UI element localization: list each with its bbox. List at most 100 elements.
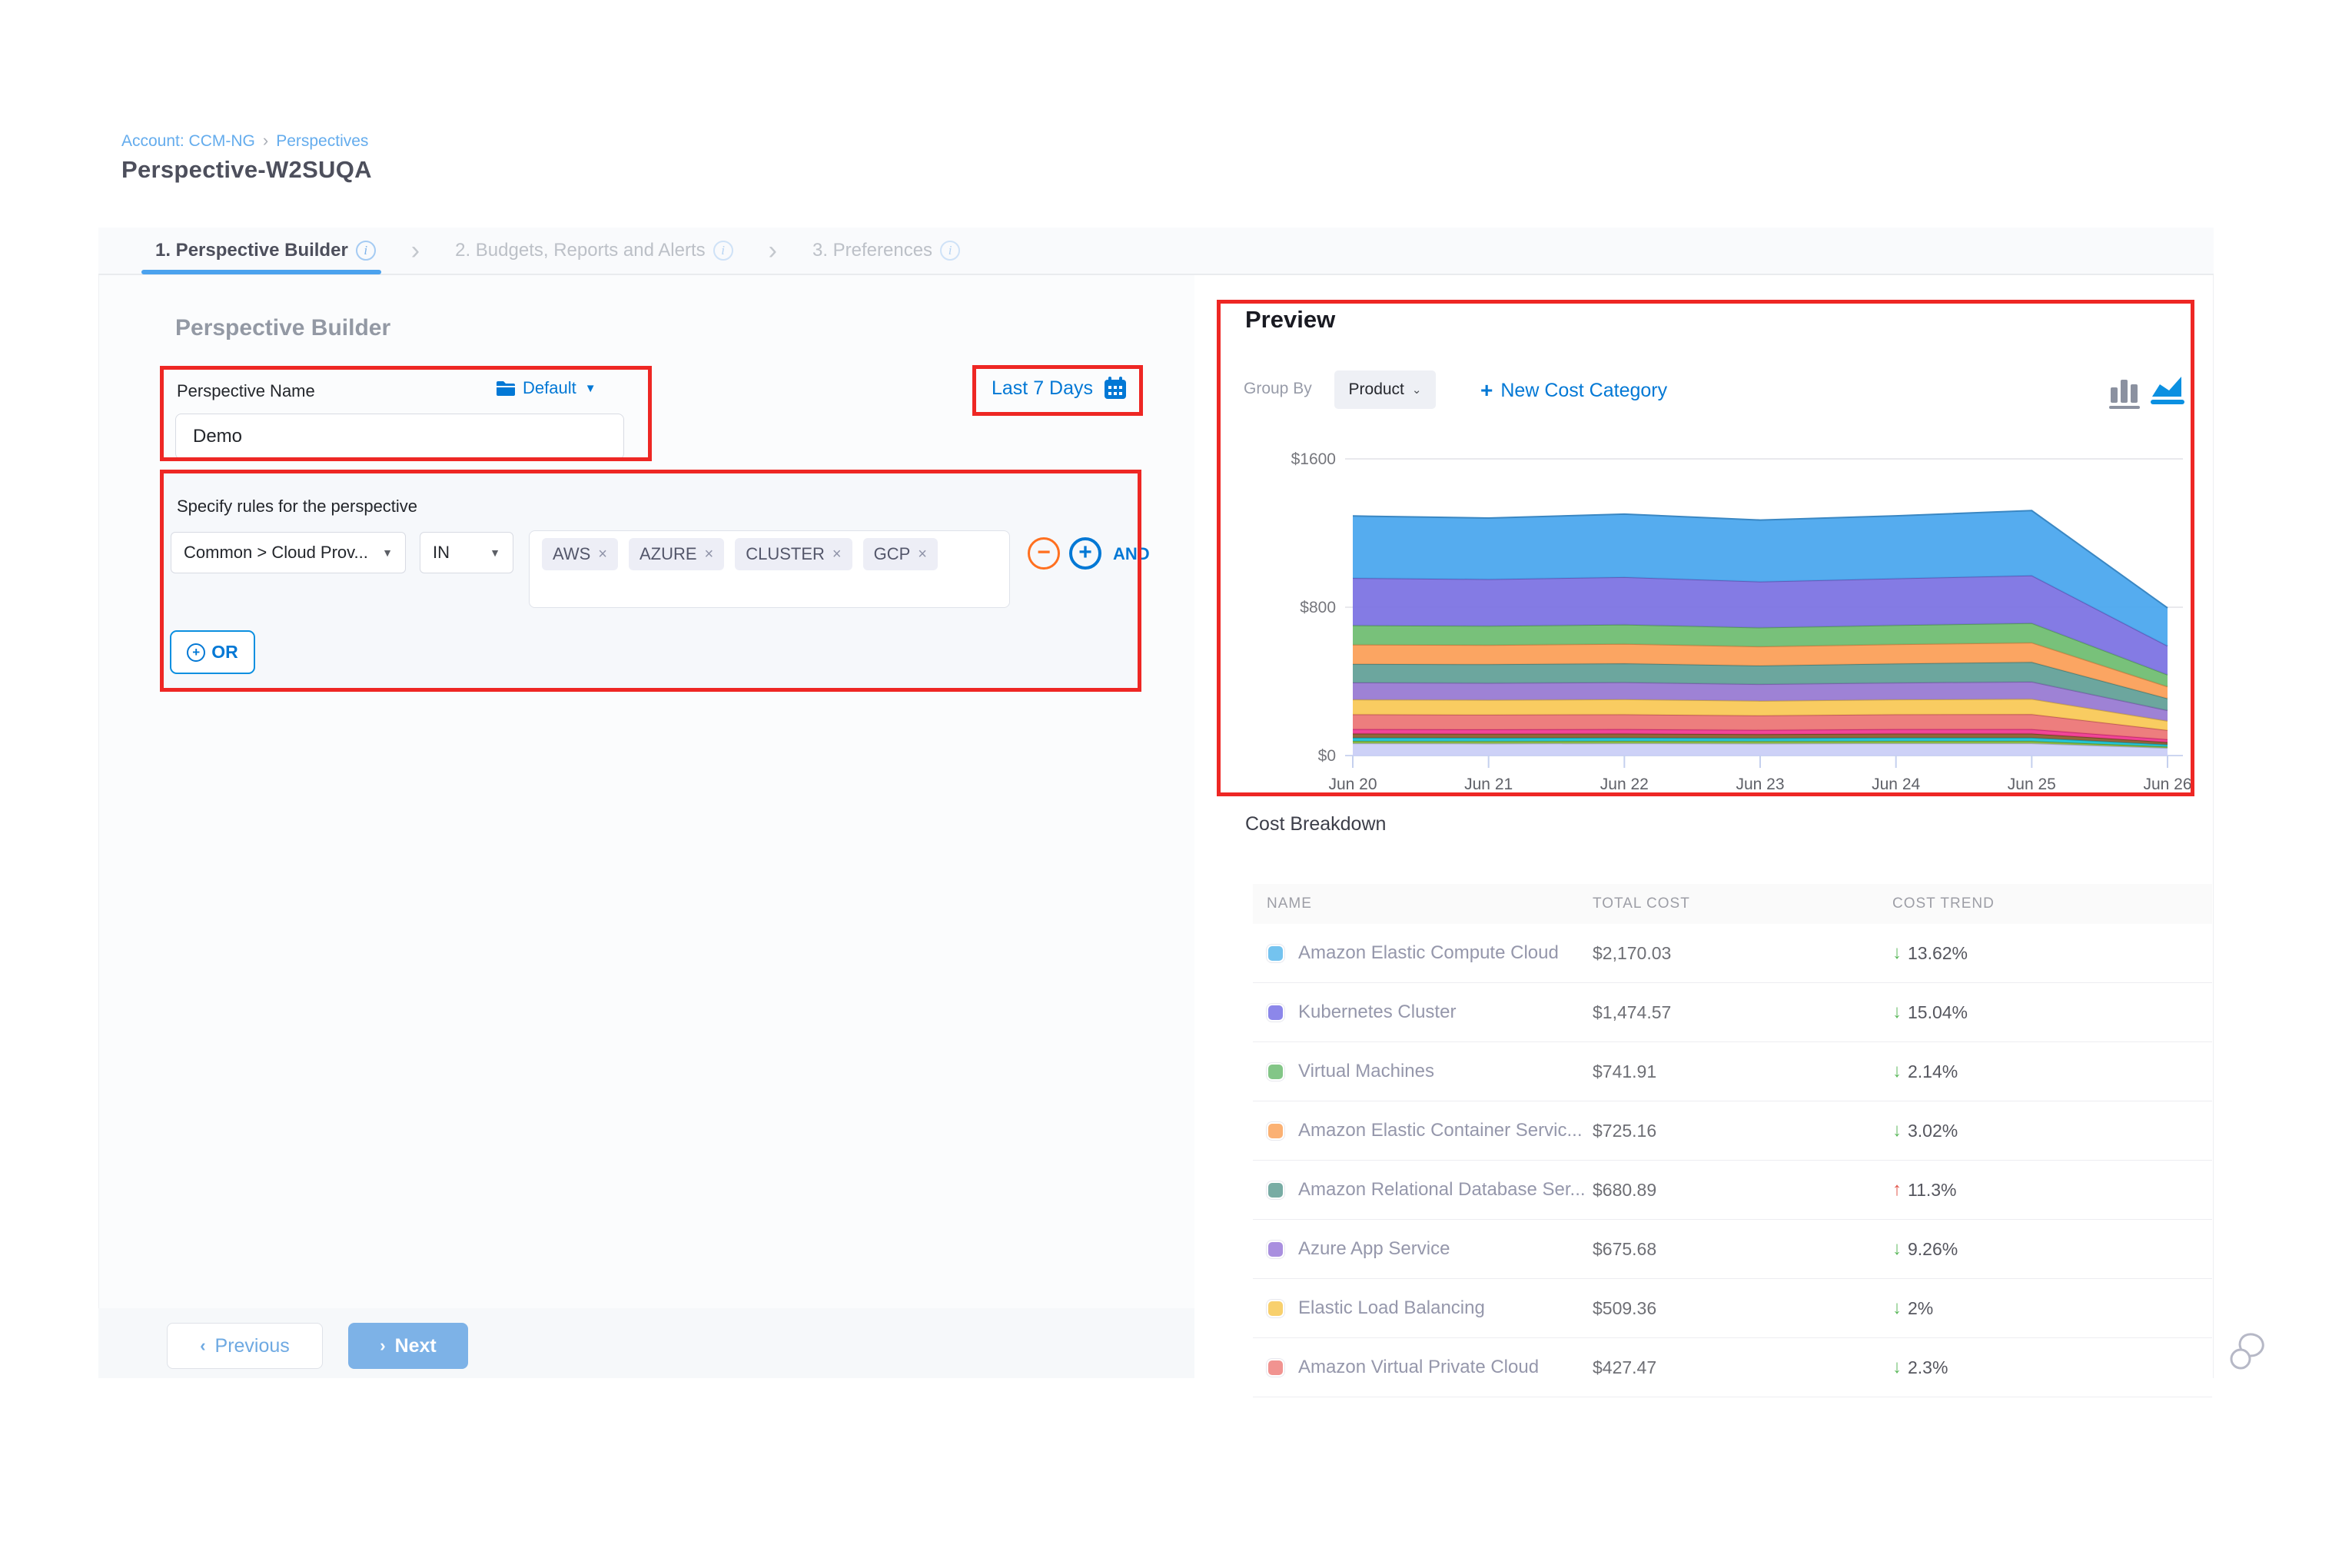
column-header-cost-trend: COST TREND [1892,895,1995,912]
perspective-name-label: Perspective Name [177,381,315,400]
svg-text:Jun 21: Jun 21 [1464,776,1513,793]
tab-label: 2. Budgets, Reports and Alerts [455,240,706,261]
table-row: Virtual Machines $741.91 ↓ 2.14% [1253,1042,2212,1101]
chip-remove-icon[interactable]: × [918,545,927,563]
total-cost-value: $509.36 [1593,1297,1657,1318]
svg-text:$0: $0 [1318,747,1336,765]
product-name: Amazon Elastic Container Servic... [1298,1120,1583,1141]
folder-select-value: Default [523,378,576,397]
chevron-left-icon: ‹ [200,1336,206,1355]
rule-value-chip[interactable]: AZURE × [628,538,725,570]
group-by-value: Product [1348,380,1404,398]
info-icon[interactable]: i [355,241,376,261]
chevron-down-icon: ▼ [584,381,596,395]
table-row: Elastic Load Balancing $509.36 ↓ 2% [1253,1279,2212,1338]
chip-remove-icon[interactable]: × [598,545,607,563]
plus-circle-icon: + [187,643,206,662]
trend-percent: 2.14% [1908,1061,1958,1081]
product-name: Kubernetes Cluster [1298,1002,1457,1022]
series-color-swatch [1267,944,1284,962]
group-by-select[interactable]: Product ⌄ [1334,370,1436,409]
new-cost-category-button[interactable]: + New Cost Category [1480,378,1667,403]
area-chart-toggle-icon[interactable] [2149,370,2186,407]
plus-icon: + [1480,378,1493,402]
info-icon[interactable]: i [940,241,961,261]
date-range-value: Last 7 Days [992,377,1094,399]
product-name: Amazon Relational Database Ser... [1298,1179,1586,1200]
breadcrumb-perspectives-link[interactable]: Perspectives [276,132,369,150]
svg-text:$800: $800 [1300,599,1336,616]
total-cost-value: $741.91 [1593,1061,1657,1081]
cost-trend-value: ↓ 2.3% [1892,1357,2192,1378]
add-or-rule-button[interactable]: + OR [170,630,255,674]
product-name: Amazon Elastic Compute Cloud [1298,942,1559,963]
bar-chart-toggle-icon[interactable] [2109,375,2141,409]
cost-preview-chart: $0 $800 $1600 Jun 20 Jun 21 Jun 22 Jun 23 Jun 2… [1291,450,2192,793]
next-button-label: Next [394,1334,437,1357]
folder-select[interactable]: Default ▼ [496,378,596,398]
series-color-swatch [1267,1240,1284,1258]
rule-value-chip[interactable]: GCP × [862,538,938,570]
rule-operator-dropdown[interactable]: IN ▼ [420,532,513,573]
rule-values-box[interactable]: AWS × AZURE × CLUSTER × GCP × [529,530,1010,608]
cost-trend-value: ↓ 15.04% [1892,1002,2192,1023]
svg-text:Jun 22: Jun 22 [1600,776,1649,793]
chip-label: CLUSTER [746,544,825,563]
trend-percent: 2% [1908,1297,1934,1318]
tab-perspective-builder[interactable]: 1. Perspective Builder i [149,228,382,274]
table-row: Amazon Elastic Compute Cloud $2,170.03 ↓ 13… [1253,924,2212,983]
trend-up-icon: ↑ [1892,1179,1902,1200]
trend-down-icon: ↓ [1892,942,1902,963]
or-button-label: OR [211,642,238,662]
trend-percent: 15.04% [1908,1002,1968,1022]
chip-label: AWS [553,544,591,563]
trend-percent: 9.26% [1908,1238,1958,1259]
svg-text:Jun 24: Jun 24 [1872,776,1920,793]
previous-button[interactable]: ‹ Previous [167,1323,323,1369]
perspective-name-input[interactable] [175,414,624,460]
folder-icon [497,381,515,396]
total-cost-value: $725.16 [1593,1120,1657,1141]
table-row: Amazon Relational Database Ser... $680.89… [1253,1161,2212,1220]
active-tab-underline [141,270,381,274]
total-cost-value: $427.47 [1593,1357,1657,1377]
remove-rule-button[interactable]: − [1028,537,1060,570]
rule-field-value: Common > Cloud Prov... [184,543,368,562]
svg-text:Jun 26: Jun 26 [2143,776,2191,793]
product-name: Virtual Machines [1298,1061,1434,1081]
series-color-swatch [1267,1003,1284,1022]
rules-label: Specify rules for the perspective [177,497,418,516]
cost-trend-value: ↓ 13.62% [1892,942,2192,964]
trend-down-icon: ↓ [1892,1120,1902,1141]
date-range-selector[interactable]: Last 7 Days [992,375,1128,401]
builder-heading: Perspective Builder [175,315,391,341]
chip-label: AZURE [639,544,697,563]
chip-remove-icon[interactable]: × [832,545,842,563]
add-rule-button[interactable]: + [1069,537,1101,570]
next-button[interactable]: › Next [348,1323,468,1369]
product-name: Amazon Virtual Private Cloud [1298,1357,1540,1377]
breadcrumb-account-link[interactable]: Account: CCM-NG [121,132,255,150]
preview-heading: Preview [1245,306,1336,333]
trend-down-icon: ↓ [1892,1238,1902,1259]
chip-remove-icon[interactable]: × [704,545,714,563]
rule-field-dropdown[interactable]: Common > Cloud Prov... ▼ [171,532,406,573]
calendar-icon [1105,377,1127,399]
page-title: Perspective-W2SUQA [121,156,372,183]
tab-preferences[interactable]: 3. Preferences i [806,228,966,274]
trend-down-icon: ↓ [1892,1002,1902,1022]
tab-budgets-reports-alerts[interactable]: 2. Budgets, Reports and Alerts i [449,228,739,274]
info-icon[interactable]: i [713,241,733,261]
rule-value-chip[interactable]: AWS × [542,538,618,570]
chat-support-icon[interactable] [2227,1328,2272,1373]
rule-value-chip[interactable]: CLUSTER × [735,538,852,570]
breadcrumb-separator: › [262,131,269,150]
breadcrumb: Account: CCM-NG › Perspectives [121,131,368,151]
cost-breakdown-heading: Cost Breakdown [1245,813,1387,835]
tab-label: 3. Preferences [812,240,933,261]
content-right-divider [2213,275,2214,1378]
chevron-right-icon: › [380,1336,386,1355]
trend-down-icon: ↓ [1892,1297,1902,1318]
cost-trend-value: ↓ 9.26% [1892,1238,2192,1260]
series-color-swatch [1267,1062,1284,1081]
